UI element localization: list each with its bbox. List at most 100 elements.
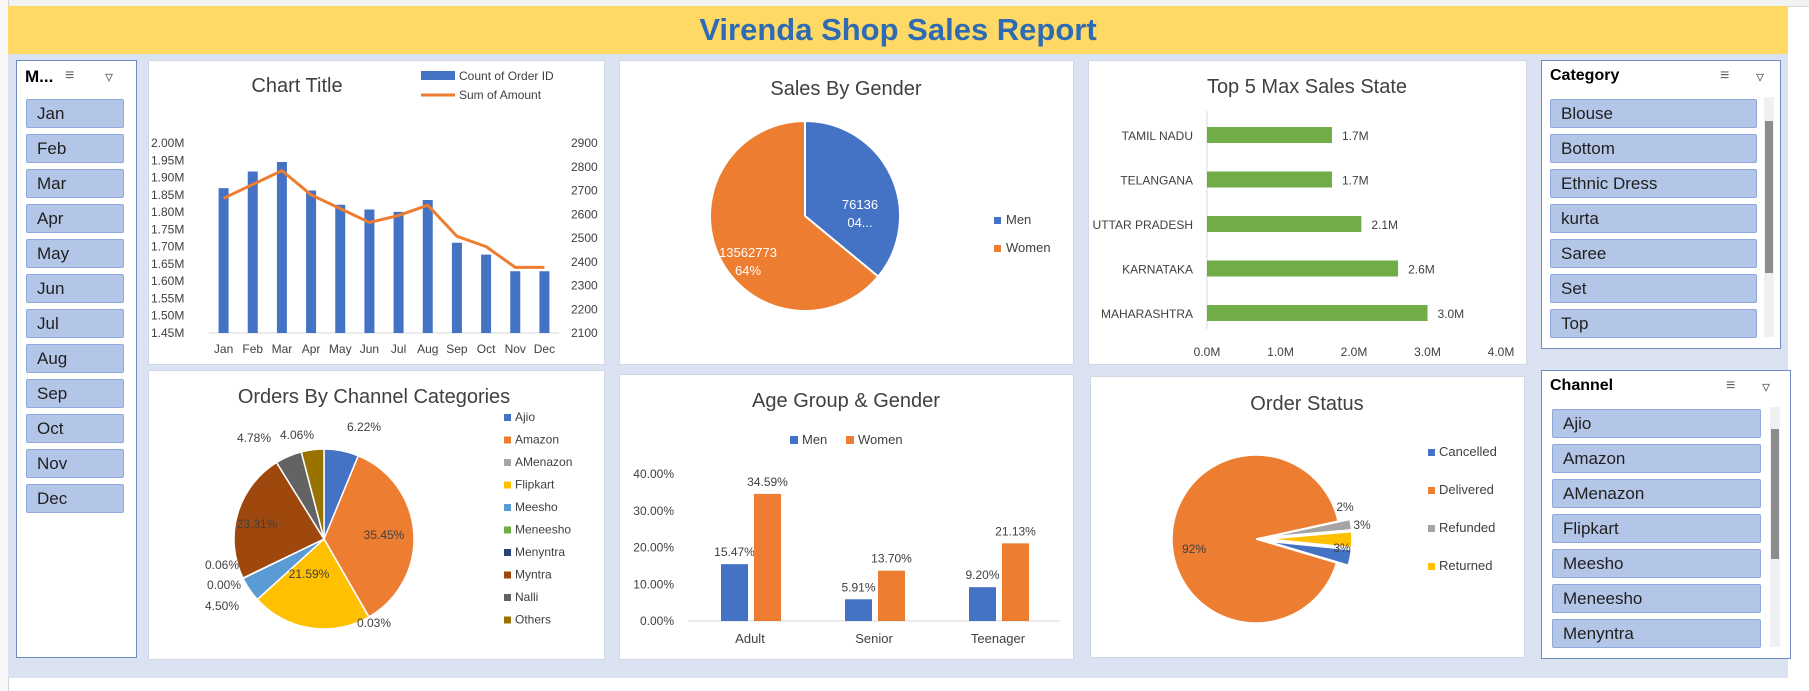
month-item-jan[interactable]: Jan bbox=[26, 99, 124, 128]
x-axis-tick: Senior bbox=[855, 631, 893, 646]
channel-item-ajio[interactable]: Ajio bbox=[1552, 409, 1761, 438]
x-axis-tick: 3.0M bbox=[1414, 345, 1441, 359]
gender-chart: Sales By Gender 76136 04... 13562773 64% Men W… bbox=[709, 78, 1051, 312]
data-label-women-percent: 64% bbox=[735, 263, 761, 278]
bar-women bbox=[1002, 543, 1029, 621]
bar-men bbox=[721, 564, 748, 621]
report-title: Virenda Shop Sales Report bbox=[699, 12, 1097, 47]
month-item-jun[interactable]: Jun bbox=[26, 274, 124, 303]
channel-item-amazon[interactable]: Amazon bbox=[1552, 444, 1761, 473]
category-scrollbar[interactable] bbox=[1764, 97, 1774, 337]
category-item-blouse[interactable]: Blouse bbox=[1550, 99, 1757, 128]
data-label-amenazon: 0.03% bbox=[357, 616, 391, 630]
legend-swatch bbox=[504, 571, 511, 579]
x-axis-tick: Teenager bbox=[971, 631, 1026, 646]
channel-item-meesho[interactable]: Meesho bbox=[1552, 549, 1761, 578]
clear-filter-icon[interactable]: ▿ bbox=[1762, 379, 1771, 396]
clear-filter-icon[interactable]: ▿ bbox=[105, 69, 114, 86]
channel-item-menyntra[interactable]: Menyntra bbox=[1552, 619, 1761, 648]
chart-title: Chart Title bbox=[251, 75, 342, 97]
channel-slicer-header: Channel bbox=[1550, 377, 1614, 394]
legend-swatch bbox=[994, 245, 1001, 252]
category-scroll-thumb[interactable] bbox=[1765, 121, 1773, 273]
state-label: TAMIL NADU bbox=[1122, 129, 1193, 143]
category-item-saree[interactable]: Saree bbox=[1550, 239, 1757, 268]
bar-count-of-order-id bbox=[276, 162, 287, 333]
data-label: 21.13% bbox=[995, 524, 1036, 538]
category-item-top[interactable]: Top bbox=[1550, 309, 1757, 338]
legend-label: Meneesho bbox=[515, 523, 571, 537]
channel-scrollbar[interactable] bbox=[1770, 407, 1780, 647]
x-axis-tick: Adult bbox=[735, 631, 765, 646]
legend-label-women: Women bbox=[858, 432, 903, 447]
category-item-ethnic-dress[interactable]: Ethnic Dress bbox=[1550, 169, 1757, 198]
month-item-may[interactable]: May bbox=[26, 239, 124, 268]
legend-swatch bbox=[504, 481, 511, 489]
channel-item-flipkart[interactable]: Flipkart bbox=[1552, 514, 1761, 543]
data-label-meesho: 4.50% bbox=[205, 599, 239, 613]
state-label: MAHARASHTRA bbox=[1101, 307, 1193, 321]
legend-label: Others bbox=[515, 613, 551, 627]
x-axis-tick: Feb bbox=[242, 342, 263, 356]
month-slicer-header: M... bbox=[25, 67, 54, 86]
bar-women bbox=[754, 493, 781, 621]
x-axis-tick: 2.0M bbox=[1341, 345, 1368, 359]
y-axis-tick: 10.00% bbox=[633, 577, 674, 591]
data-label: 9.20% bbox=[965, 568, 999, 582]
month-item-apr[interactable]: Apr bbox=[26, 204, 124, 233]
pie-slice-refunded bbox=[1267, 518, 1353, 538]
month-item-jul[interactable]: Jul bbox=[26, 309, 124, 338]
legend-swatch bbox=[1428, 563, 1435, 570]
left-axis-tick: 1.45M bbox=[151, 326, 184, 340]
channel-item-amenazon[interactable]: AMenazon bbox=[1552, 479, 1761, 508]
right-axis-tick: 2300 bbox=[571, 279, 598, 293]
data-label-meneesho: 0.00% bbox=[207, 578, 241, 592]
multi-select-icon[interactable]: ≡ bbox=[1726, 377, 1736, 394]
legend-label-count: Count of Order ID bbox=[459, 69, 554, 83]
legend-label-men: Men bbox=[802, 432, 827, 447]
right-axis-tick: 2400 bbox=[571, 255, 598, 269]
multi-select-icon[interactable]: ≡ bbox=[65, 67, 75, 84]
multi-select-icon[interactable]: ≡ bbox=[1720, 67, 1730, 84]
data-label: 34.59% bbox=[747, 475, 788, 489]
pie-slice-cancelled bbox=[1267, 540, 1353, 567]
bar-count-of-order-id bbox=[306, 190, 317, 333]
states-chart: Top 5 Max Sales State TAMIL NADU 1.7M TELAN… bbox=[1093, 76, 1515, 359]
month-item-sep[interactable]: Sep bbox=[26, 379, 124, 408]
left-axis-tick: 1.70M bbox=[151, 240, 184, 254]
category-item-set[interactable]: Set bbox=[1550, 274, 1757, 303]
channel-item-meneesho[interactable]: Meneesho bbox=[1552, 584, 1761, 613]
right-axis-tick: 2200 bbox=[571, 302, 598, 316]
month-item-mar[interactable]: Mar bbox=[26, 169, 124, 198]
state-label: UTTAR PRADESH bbox=[1093, 218, 1193, 232]
month-item-dec[interactable]: Dec bbox=[26, 484, 124, 513]
category-item-kurta[interactable]: kurta bbox=[1550, 204, 1757, 233]
pie-slice-men bbox=[804, 119, 901, 278]
legend-label: Men bbox=[1006, 212, 1031, 227]
channel-scroll-thumb[interactable] bbox=[1771, 429, 1779, 559]
x-axis-tick: Jan bbox=[214, 342, 233, 356]
x-axis-tick: May bbox=[329, 342, 352, 356]
chart-title: Sales By Gender bbox=[770, 78, 922, 100]
pie-slice-flipkart bbox=[256, 537, 370, 630]
month-item-feb[interactable]: Feb bbox=[26, 134, 124, 163]
left-axis-tick: 1.65M bbox=[151, 257, 184, 271]
month-item-aug[interactable]: Aug bbox=[26, 344, 124, 373]
month-item-nov[interactable]: Nov bbox=[26, 449, 124, 478]
data-label-ajio: 6.22% bbox=[347, 420, 381, 434]
y-axis-tick: 40.00% bbox=[633, 467, 674, 481]
clear-filter-icon[interactable]: ▿ bbox=[1756, 69, 1765, 86]
state-label: TELANGANA bbox=[1120, 174, 1193, 188]
data-label-nalli: 4.78% bbox=[237, 431, 271, 445]
legend-swatch-count bbox=[421, 71, 455, 80]
legend-swatch bbox=[504, 459, 511, 466]
x-axis-tick: Jul bbox=[391, 342, 406, 356]
legend-swatch bbox=[504, 436, 511, 444]
legend-label: Nalli bbox=[515, 590, 538, 604]
month-item-oct[interactable]: Oct bbox=[26, 414, 124, 443]
legend-swatch-men bbox=[790, 436, 798, 444]
legend-swatch bbox=[1428, 449, 1435, 456]
category-item-bottom[interactable]: Bottom bbox=[1550, 134, 1757, 163]
bar-count-of-order-id bbox=[335, 204, 346, 333]
x-axis-tick: Aug bbox=[417, 342, 438, 356]
